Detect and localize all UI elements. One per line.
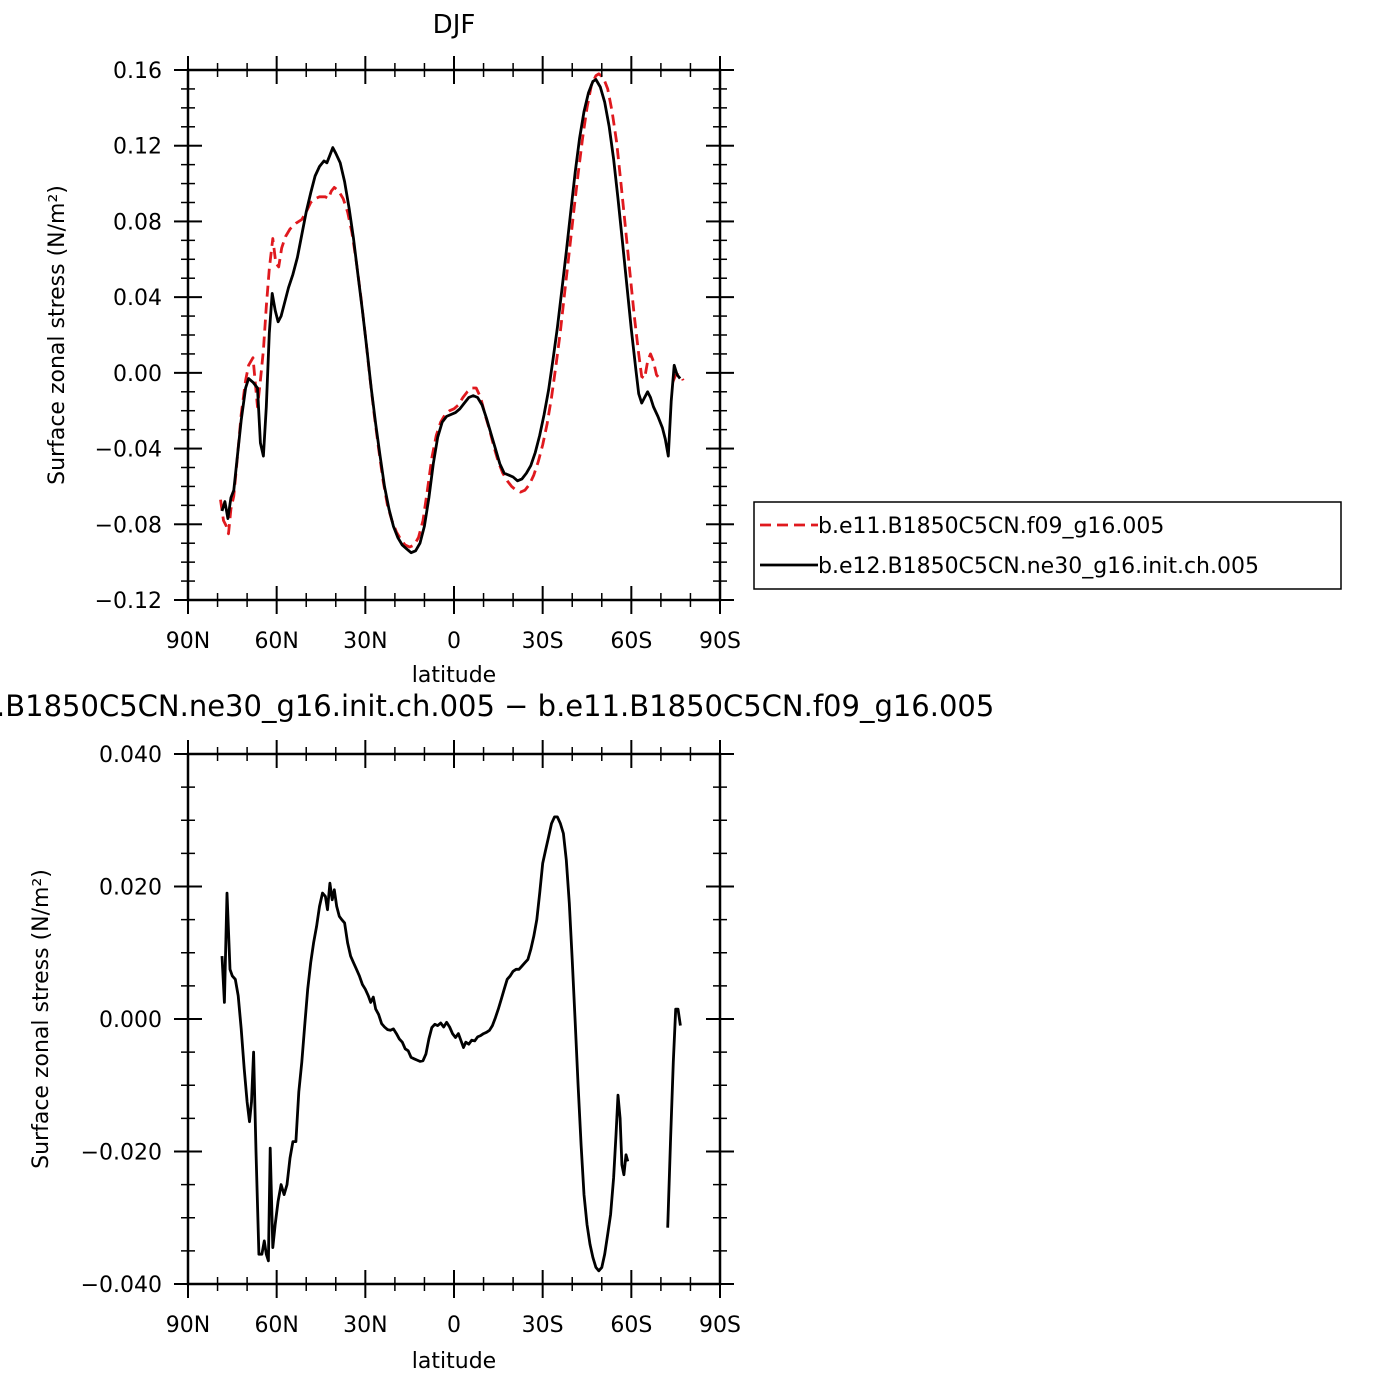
top-x-tick-label: 90N — [166, 629, 210, 654]
legend-label-series-1: b.e11.B1850C5CN.f09_g16.005 — [818, 514, 1164, 539]
top-x-tick-label: 60N — [254, 629, 298, 654]
bottom-plot-frame — [186, 752, 722, 1286]
bottom-series-1-line-1 — [220, 815, 630, 1273]
bottom-series-1-line-2 — [666, 1007, 682, 1228]
legend-box — [753, 501, 1342, 590]
top-x-axis-label: latitude — [412, 663, 496, 688]
bottom-x-tick-label: 30S — [522, 1313, 564, 1338]
top-y-tick-label: 0.12 — [113, 135, 162, 160]
bottom-y-axis-label: Surface zonal stress (N/m²) — [29, 869, 54, 1169]
top-y-tick-label: 0.00 — [113, 362, 162, 387]
top-x-tick-label: 60S — [610, 629, 652, 654]
bottom-x-tick-label: 0 — [447, 1313, 461, 1338]
top-y-axis-label: Surface zonal stress (N/m²) — [45, 185, 70, 485]
bottom-x-axis-label: latitude — [412, 1349, 496, 1374]
top-x-tick-label: 90S — [699, 629, 741, 654]
bottom-x-tick-label: 60N — [254, 1313, 298, 1338]
bottom-y-tick-label: −0.020 — [81, 1141, 162, 1166]
top-series-group — [219, 72, 685, 555]
bottom-y-tick-label: 0.000 — [99, 1008, 162, 1033]
bottom-panel-title: b.e12.B1850C5CN.ne30_g16.init.ch.005 − b… — [0, 689, 994, 723]
bottom-y-tick-label: 0.020 — [99, 876, 162, 901]
top-y-tick-label: 0.16 — [113, 59, 162, 84]
bottom-y-tick-label: 0.040 — [99, 743, 162, 768]
top-y-tick-label: −0.12 — [95, 589, 162, 614]
legend: b.e11.B1850C5CN.f09_g16.005 b.e12.B1850C… — [753, 501, 1342, 590]
bottom-x-tick-label: 90N — [166, 1313, 210, 1338]
top-y-tick-label: 0.04 — [113, 286, 162, 311]
bottom-y-tick-label: −0.040 — [81, 1273, 162, 1298]
bottom-series-group — [220, 815, 682, 1273]
top-series-2-line-1 — [220, 78, 682, 555]
top-panel: DJF 90N 60N 30N 0 30S 60S 90S −0.12 −0.08 −0.04 0.… — [45, 10, 741, 688]
bottom-x-tick-label: 30N — [343, 1313, 387, 1338]
top-x-tick-label: 30N — [343, 629, 387, 654]
bottom-tick-group: 90N 60N 30N 0 30S 60S 90S −0.040 −0.020 0.000 0.02… — [81, 740, 741, 1338]
top-x-tick-label: 0 — [447, 629, 461, 654]
top-x-tick-label: 30S — [522, 629, 564, 654]
top-panel-title: DJF — [433, 10, 476, 40]
top-plot-frame — [186, 68, 722, 602]
top-tick-group: 90N 60N 30N 0 30S 60S 90S −0.12 −0.08 −0.04 0.00 0.… — [95, 56, 741, 654]
top-y-tick-label: −0.08 — [95, 513, 162, 538]
top-y-tick-label: −0.04 — [95, 438, 162, 463]
legend-label-series-2: b.e12.B1850C5CN.ne30_g16.init.ch.005 — [818, 554, 1259, 579]
top-series-1-line-1 — [219, 72, 661, 549]
top-y-tick-label: 0.08 — [113, 210, 162, 235]
bottom-panel: b.e12.B1850C5CN.ne30_g16.init.ch.005 − b… — [0, 689, 994, 1374]
bottom-x-tick-label: 60S — [610, 1313, 652, 1338]
bottom-x-tick-label: 90S — [699, 1313, 741, 1338]
